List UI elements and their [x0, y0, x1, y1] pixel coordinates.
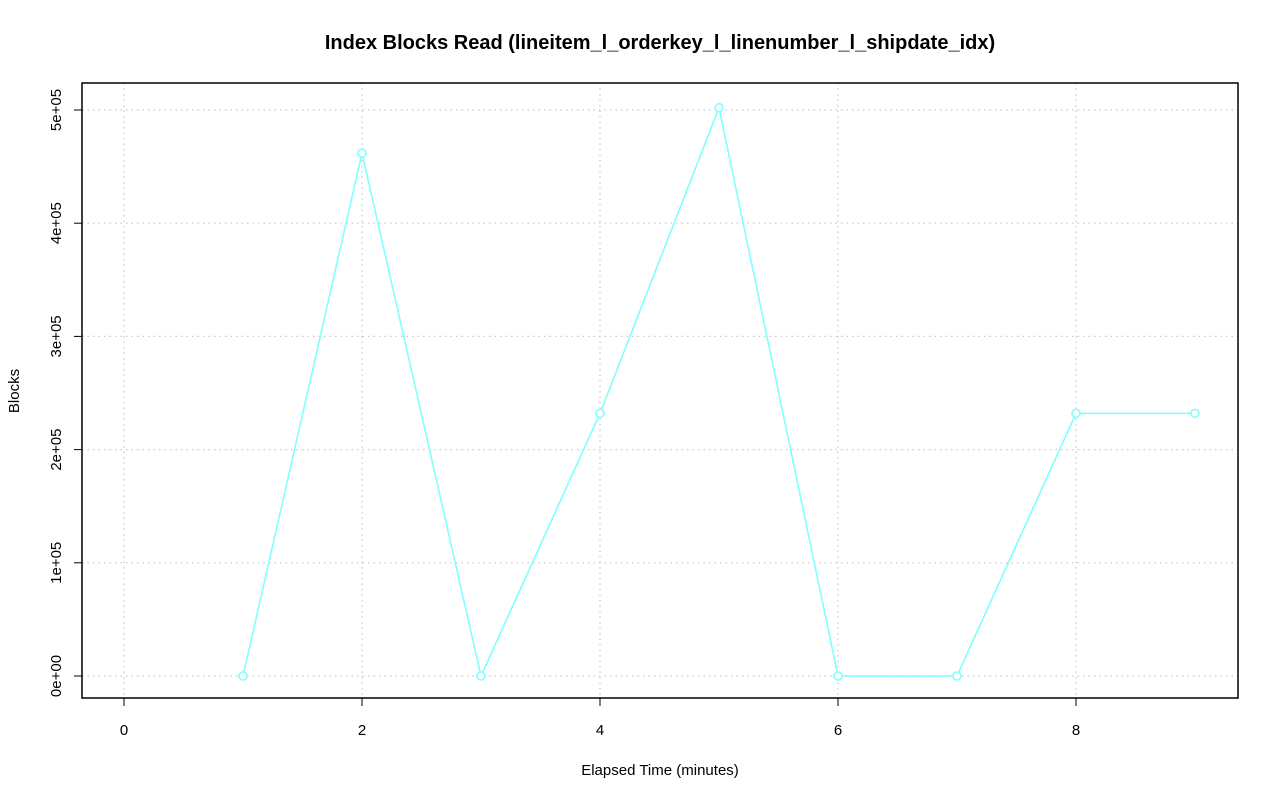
data-point — [476, 671, 486, 681]
y-axis-label: Blocks — [6, 369, 23, 413]
data-point — [238, 671, 248, 681]
y-tick-label: 3e+05 — [48, 315, 65, 357]
data-point — [833, 671, 843, 681]
series-layer — [238, 102, 1200, 681]
data-point — [595, 408, 605, 419]
y-tick-label: 0e+00 — [48, 655, 65, 697]
data-point — [1071, 408, 1081, 419]
y-tick-label: 2e+05 — [48, 429, 65, 471]
series-line — [242, 104, 1195, 679]
x-tick-label: 8 — [1072, 722, 1080, 739]
grid — [82, 83, 1238, 698]
x-tick-label: 4 — [596, 722, 604, 739]
x-tick-label: 0 — [120, 722, 128, 739]
x-axis: 0 2 4 6 8 — [120, 698, 1080, 739]
chart-title: Index Blocks Read (lineitem_l_orderkey_l… — [325, 32, 995, 54]
data-point — [1190, 408, 1200, 419]
plot-frame — [81, 82, 1239, 699]
x-tick-label: 6 — [834, 722, 842, 739]
y-tick-label: 1e+05 — [48, 542, 65, 584]
y-axis: 0e+00 1e+05 2e+05 3e+05 4e+05 5e+05 — [48, 89, 82, 697]
x-tick-label: 2 — [358, 722, 366, 739]
y-tick-label: 5e+05 — [48, 89, 65, 131]
data-point — [714, 102, 724, 113]
data-point — [952, 671, 962, 681]
data-point — [357, 148, 367, 158]
y-tick-label: 4e+05 — [48, 202, 65, 244]
x-axis-label: Elapsed Time (minutes) — [581, 762, 739, 779]
